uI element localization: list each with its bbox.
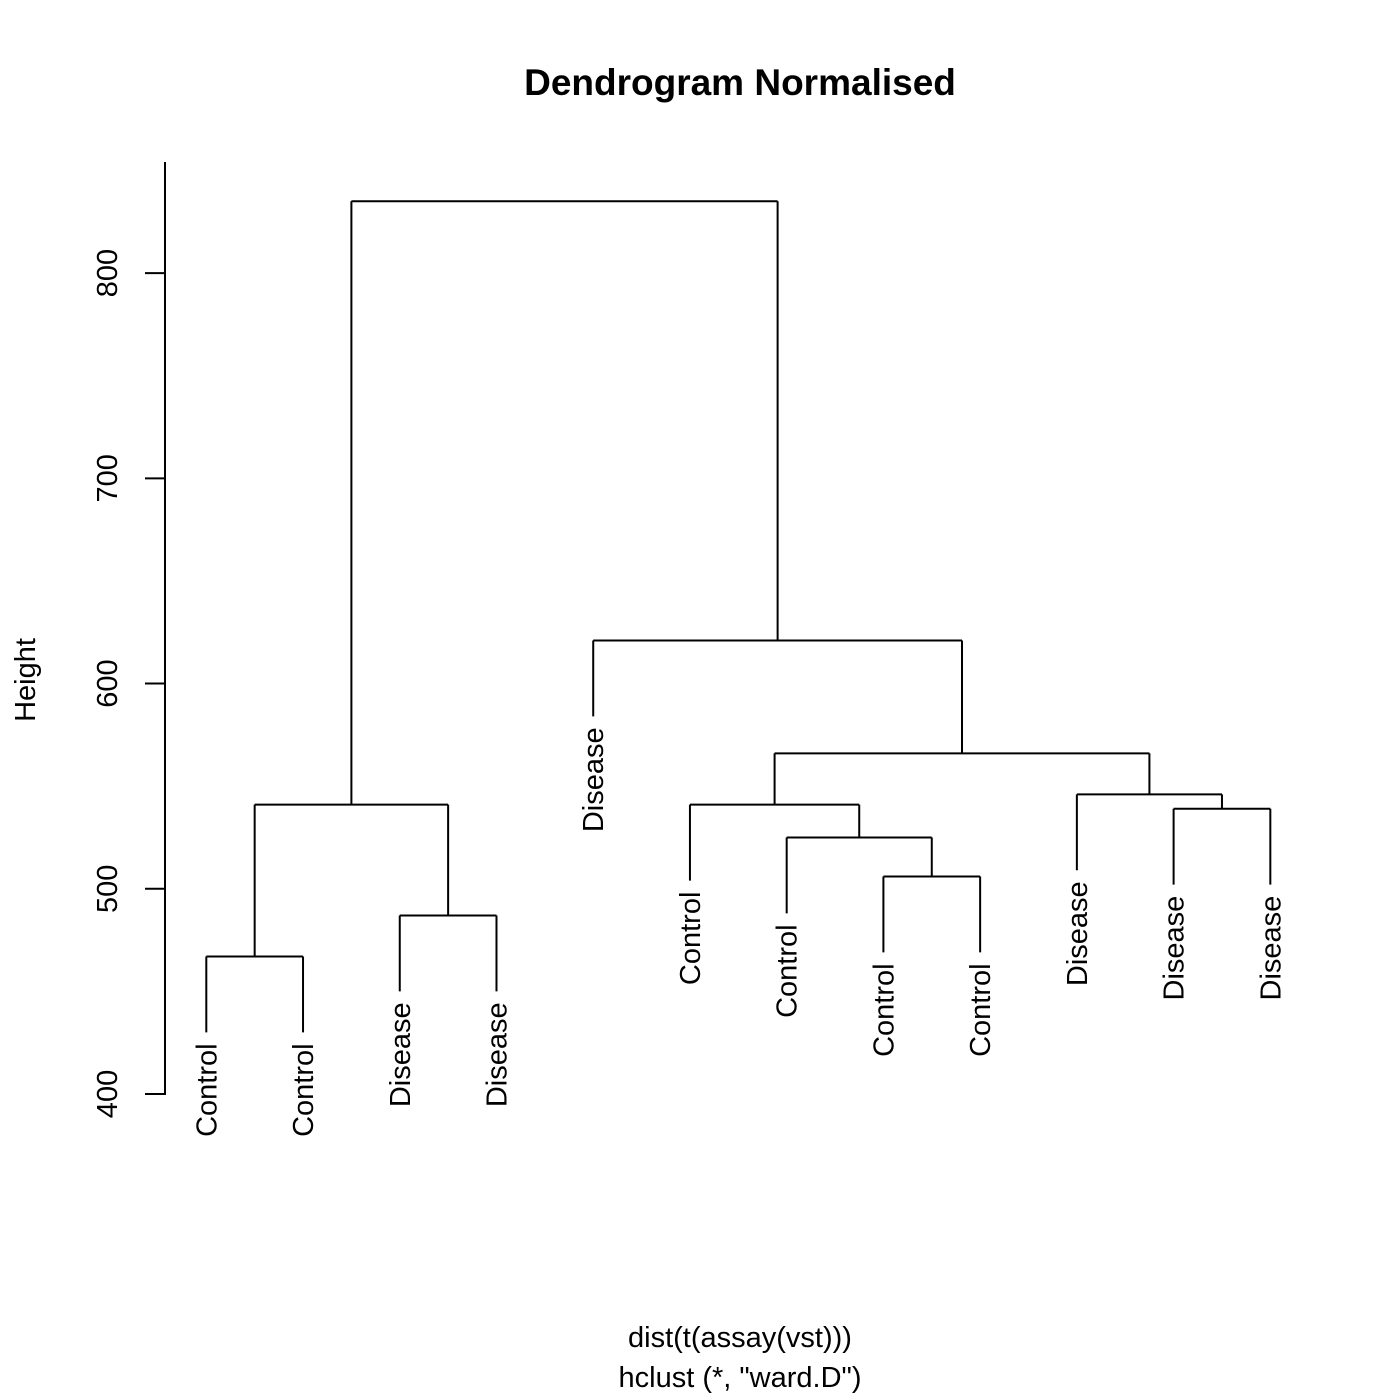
y-tick-label: 800 xyxy=(92,249,124,297)
leaf-label: Control xyxy=(965,963,997,1057)
y-tick-label: 400 xyxy=(92,1070,124,1118)
leaf-label: Control xyxy=(191,1043,223,1137)
method-subtitle: hclust (*, "ward.D") xyxy=(619,1362,862,1394)
y-axis-label: Height xyxy=(10,638,42,722)
leaf-label: Disease xyxy=(385,1002,417,1107)
leaf-label: Disease xyxy=(1255,896,1287,1001)
chart-title: Dendrogram Normalised xyxy=(524,62,956,103)
y-axis-ticks: 400 500 600 700 800 xyxy=(92,249,165,1118)
y-tick-label: 500 xyxy=(92,865,124,913)
y-tick-label: 700 xyxy=(92,454,124,502)
x-axis-label: dist(t(assay(vst))) xyxy=(628,1322,852,1354)
leaf-label: Disease xyxy=(1062,881,1094,986)
leaf-label: Control xyxy=(288,1043,320,1137)
leaf-labels: Control Control Disease Disease Control Contr… xyxy=(191,727,1287,1137)
leaf-label: Control xyxy=(675,892,707,986)
dendrogram-branches xyxy=(205,200,1272,1033)
y-tick-label: 600 xyxy=(92,659,124,707)
leaf-label: Disease xyxy=(578,727,610,832)
leaf-label: Control xyxy=(868,963,900,1057)
leaf-label: Disease xyxy=(1159,896,1191,1001)
leaf-label: Control xyxy=(772,924,804,1018)
leaf-label: Disease xyxy=(481,1002,513,1107)
